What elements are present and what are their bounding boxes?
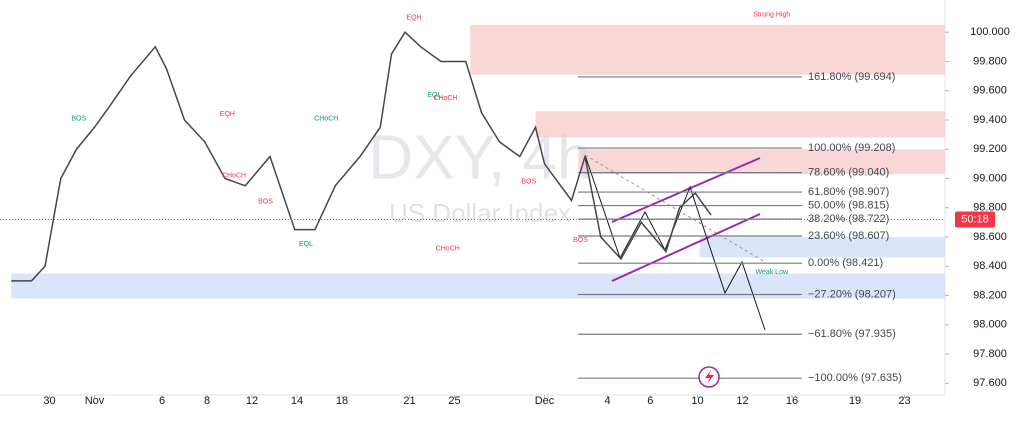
fib-label: 61.80% (98.907) (808, 186, 889, 198)
annotation: BOS (573, 237, 588, 244)
x-tick-label: Nov (85, 395, 105, 407)
zone (699, 237, 945, 258)
watermark-title: DXY, 4h (369, 123, 592, 192)
annotation: CHoCH (436, 246, 460, 253)
x-tick-label: 12 (736, 395, 748, 407)
projection-path (584, 154, 766, 331)
y-tick-label: 98.200 (973, 289, 1007, 301)
y-tick-label: 97.800 (973, 348, 1007, 360)
fib-label: 100.00% (99.208) (808, 142, 895, 154)
x-tick-label: 12 (246, 395, 258, 407)
annotation: EQH (406, 14, 421, 21)
last-price-tag (955, 211, 995, 228)
annotation: Strong High (753, 11, 790, 18)
zone (535, 111, 945, 138)
fib-label: 161.80% (99.694) (808, 71, 895, 83)
projection-dashed (584, 154, 766, 263)
x-tick-label: Dec (535, 395, 555, 407)
x-tick-label: 21 (403, 395, 415, 407)
zone (11, 273, 945, 299)
channel-upper (611, 157, 761, 223)
x-tick-label: 14 (291, 395, 303, 407)
x-tick-label: 4 (604, 395, 610, 407)
x-tick-label: 19 (849, 395, 861, 407)
y-tick-label: 98.000 (973, 319, 1007, 331)
annotation: EQL (299, 241, 313, 248)
annotation: BOS (258, 199, 273, 206)
channel-lower (611, 213, 761, 282)
annotation: BOS (521, 178, 536, 185)
x-tick-label: 6 (159, 395, 165, 407)
fib-label: 78.60% (99.040) (808, 167, 889, 179)
event-bolt (705, 370, 714, 384)
y-tick-label: 99.200 (973, 143, 1007, 155)
y-tick-label: 99.000 (973, 172, 1007, 184)
x-tick-label: 10 (691, 395, 703, 407)
x-tick-label: 30 (43, 395, 55, 407)
y-tick-label: 98.600 (973, 231, 1007, 243)
fib-label: −100.00% (97.635) (808, 372, 902, 384)
zone (578, 149, 945, 175)
fib-label: 50.00% (98.815) (808, 199, 889, 211)
drawings (584, 154, 766, 331)
fib-label: 0.00% (98.421) (808, 257, 883, 269)
x-tick-label: 16 (786, 395, 798, 407)
annotation: BOS (71, 115, 86, 122)
countdown: 50:18 (961, 213, 989, 225)
x-tick-label: 6 (647, 395, 653, 407)
fib-label: −61.80% (97.935) (808, 328, 896, 340)
annotation: CHoCH (433, 95, 457, 102)
annotation: CHoCH (314, 115, 338, 122)
y-tick-label: 98.400 (973, 260, 1007, 272)
y-tick-label: 99.400 (973, 114, 1007, 126)
annotation: Weak Low (755, 269, 788, 276)
annotation: CHoCH (222, 172, 246, 179)
x-tick-label: 23 (898, 395, 910, 407)
y-tick-label: 97.600 (973, 377, 1007, 389)
annotation: EQH (220, 111, 235, 118)
x-tick-label: 25 (448, 395, 460, 407)
y-tick-label: 99.800 (973, 55, 1007, 67)
fib-label: 38.20% (98.722) (808, 213, 889, 225)
y-tick-label: 99.600 (973, 85, 1007, 97)
watermark-subtitle: US Dollar Index (389, 198, 571, 228)
x-tick-label: 18 (336, 395, 348, 407)
annotation: EQL (427, 92, 441, 99)
x-tick-label: 8 (204, 395, 210, 407)
y-tick-label: 98.800 (973, 202, 1007, 214)
fib-label: 23.60% (98.607) (808, 230, 889, 242)
zone (470, 24, 945, 75)
fib-label: −27.20% (98.207) (808, 288, 896, 300)
price-line (11, 31, 712, 282)
y-tick-label: 100.000 (970, 26, 1010, 38)
